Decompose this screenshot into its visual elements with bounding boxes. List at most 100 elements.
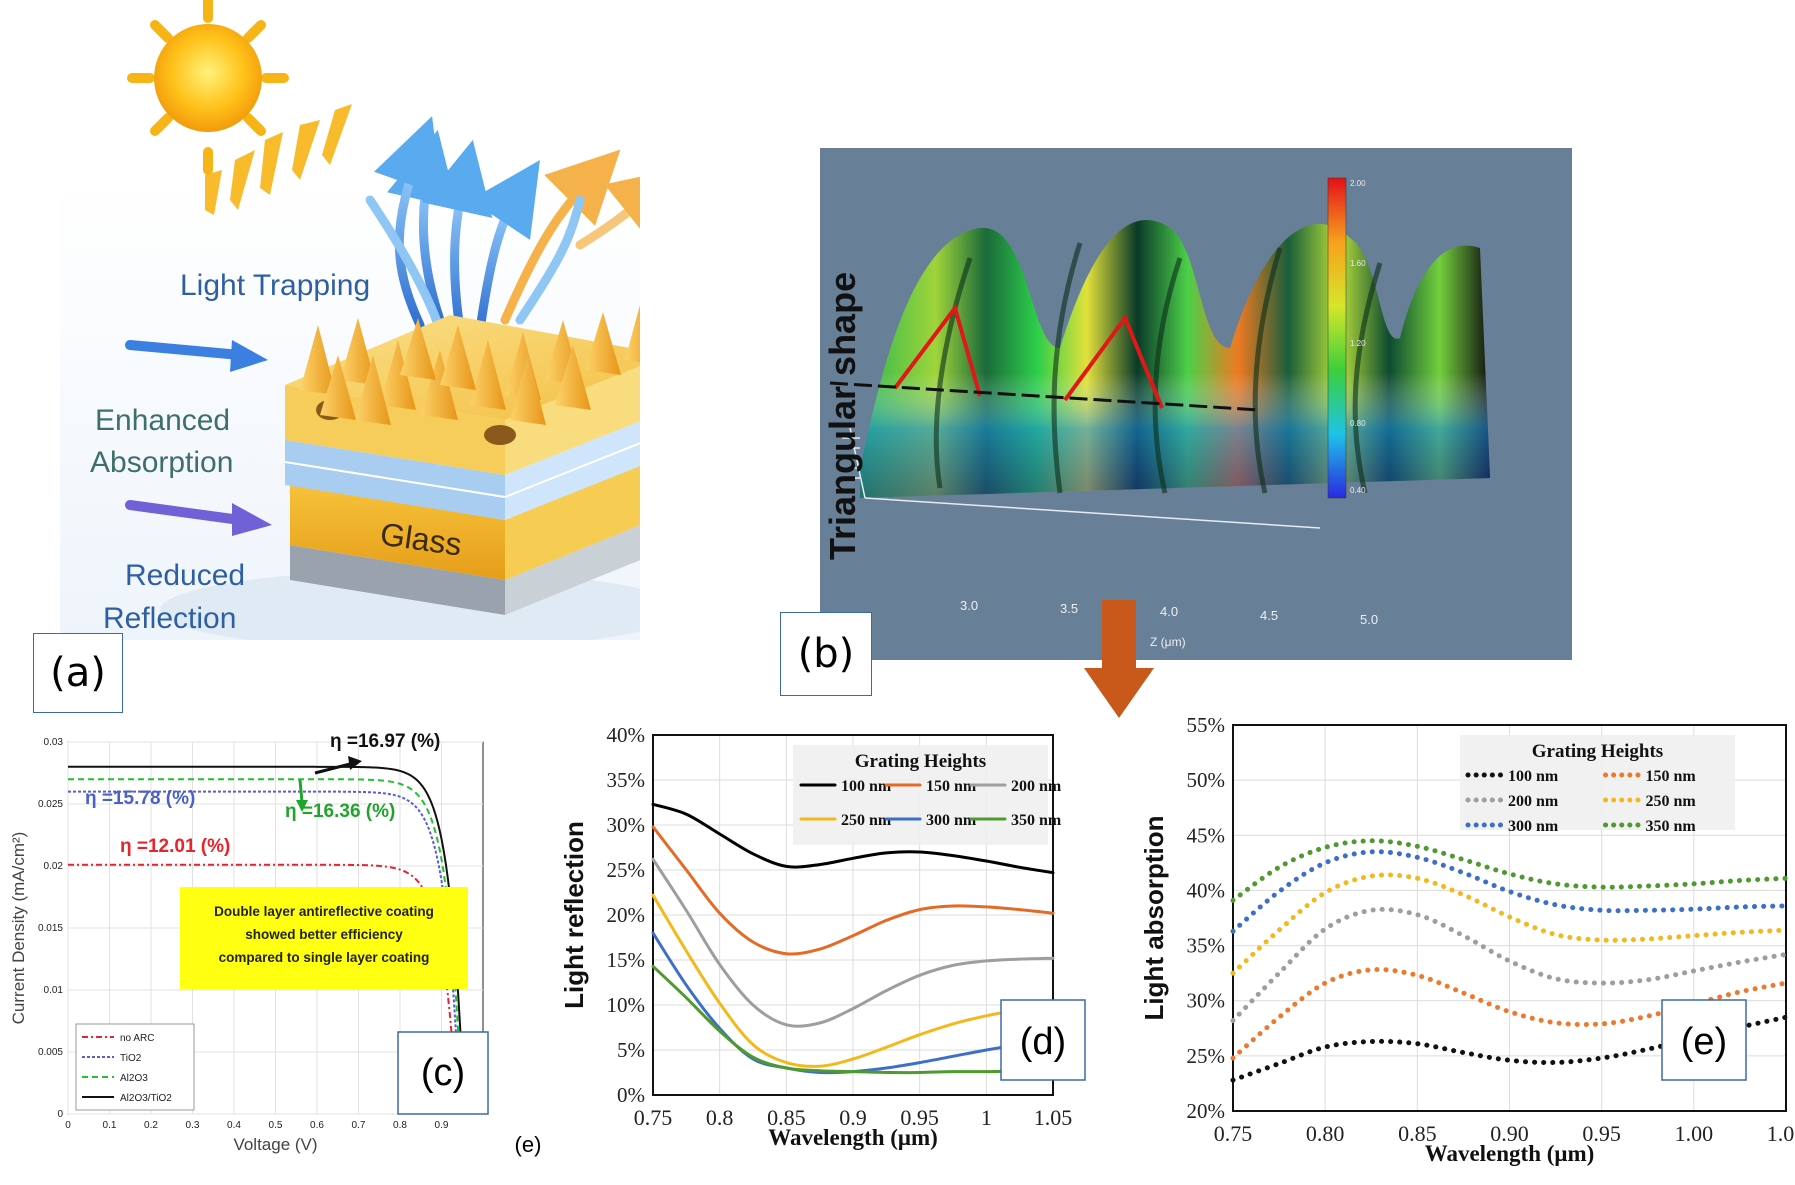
x-tick-label: 0.90 — [1490, 1121, 1529, 1146]
c-series-line — [68, 765, 466, 1115]
reflection-label: Reflection — [103, 602, 236, 635]
panel-tag-box — [1000, 999, 1086, 1081]
c-note-box — [180, 887, 468, 989]
legend-label: 350 nm — [1011, 812, 1062, 829]
c-x-tick-label: 0.3 — [186, 1120, 200, 1131]
legend-label: 250 nm — [1646, 793, 1697, 810]
c-extra-label: (e) — [515, 1132, 542, 1157]
c-x-tick-label: 0.4 — [227, 1120, 241, 1131]
y-tick-label: 45% — [1187, 823, 1226, 847]
series-line — [651, 802, 1055, 875]
y-tick-label: 30% — [1187, 989, 1226, 1013]
x-tick-label: 1.00 — [1675, 1121, 1714, 1146]
series-line — [651, 893, 1055, 1068]
c-y-tick-label: 0.02 — [44, 861, 64, 872]
c-efficiency-label: η =16.36 (%) — [285, 801, 395, 822]
panel-tag-box — [1661, 999, 1747, 1081]
reduced-label: Reduced — [125, 559, 245, 592]
x-tick-label: 0.80 — [1306, 1121, 1345, 1146]
legend-label: 100 nm — [1508, 768, 1559, 785]
c-note-line: compared to single layer coating — [219, 950, 430, 965]
panel-label: (d) — [1020, 1021, 1066, 1063]
y-tick-label: 20% — [1187, 1099, 1226, 1123]
c-y-tick-label: 0.03 — [44, 737, 64, 748]
legend-label: 200 nm — [1011, 778, 1062, 795]
c-y-axis-label: Current Density (mA/cm²) — [9, 832, 28, 1025]
c-note-line: showed better efficiency — [245, 927, 403, 942]
c-legend-label: no ARC — [120, 1033, 154, 1044]
panel-b-label: (b) — [780, 612, 872, 696]
c-x-tick-label: 0.6 — [310, 1120, 324, 1131]
c-legend-label: Al2O3 — [120, 1073, 148, 1084]
b-axis-tick-0: 3.0 — [960, 598, 978, 613]
c-y-tick-label: 0 — [57, 1109, 63, 1120]
panel-b: 2.00 1.60 1.20 0.80 0.40 3.0 3.5 4.0 4.5… — [820, 148, 1572, 660]
y-tick-label: 35% — [607, 768, 646, 792]
y-tick-label: 5% — [617, 1038, 645, 1062]
plot-frame — [1232, 724, 1787, 1112]
y-tick-label: 50% — [1187, 768, 1226, 792]
legend-box — [1460, 735, 1735, 830]
panel-a-illustration: Light Trapping Enhanced Absorption Glass… — [60, 0, 684, 650]
legend-label: 300 nm — [926, 812, 977, 829]
c-y-tick-label: 0.015 — [38, 923, 63, 934]
x-tick-label: 0.95 — [900, 1105, 939, 1130]
legend-label: 150 nm — [1646, 768, 1697, 785]
c-green-arrow — [298, 779, 304, 803]
series-line — [1230, 849, 1789, 934]
legend-label: 150 nm — [926, 778, 977, 795]
b-axis-tick-2: 4.0 — [1160, 604, 1178, 619]
series-line — [651, 857, 1055, 1028]
sun-icon — [127, 0, 289, 175]
c-x-tick-label: 0.8 — [393, 1120, 407, 1131]
enhanced-label: Enhanced — [95, 404, 230, 437]
c-efficiency-arrowhead — [348, 756, 362, 770]
b-axis-tick-1: 3.5 — [1060, 601, 1078, 616]
y-tick-label: 40% — [1187, 878, 1226, 902]
down-arrow-icon — [1084, 600, 1154, 718]
c-panel-tag-box — [397, 1031, 489, 1115]
c-x-tick-label: 0.9 — [435, 1120, 449, 1131]
colorbar-tick-2: 1.20 — [1350, 339, 1366, 348]
c-legend-label: Al2O3/TiO2 — [120, 1093, 172, 1104]
x-axis-label: Wavelength (μm) — [768, 1125, 938, 1150]
series-line — [651, 964, 1055, 1075]
c-x-tick-label: 0.5 — [269, 1120, 283, 1131]
x-tick-label: 0.75 — [634, 1105, 673, 1130]
series-line — [1230, 838, 1789, 903]
y-tick-label: 25% — [607, 858, 646, 882]
c-x-tick-label: 0.1 — [103, 1120, 117, 1131]
c-y-tick-label: 0.01 — [44, 985, 64, 996]
legend-title: Grating Heights — [855, 751, 986, 772]
c-efficiency-arrow — [314, 762, 351, 775]
y-tick-label: 40% — [607, 723, 646, 747]
plot-frame — [652, 734, 1054, 1096]
c-efficiency-label: η =12.01 (%) — [120, 836, 230, 857]
reflection-arrow-icon — [125, 500, 245, 525]
x-tick-label: 1.05 — [1767, 1121, 1795, 1146]
triangular-shape-title: Triangular shape — [822, 272, 863, 560]
y-tick-label: 55% — [1187, 713, 1226, 737]
c-green-arrowhead — [296, 800, 308, 812]
panel-b-surface-plot: 2.00 1.60 1.20 0.80 0.40 3.0 3.5 4.0 4.5… — [829, 177, 1490, 649]
y-axis-label: Light reflection — [559, 821, 589, 1009]
colorbar-tick-4: 0.40 — [1350, 486, 1366, 495]
c-y-tick-label: 0.025 — [38, 799, 63, 810]
c-x-tick-label: 0.7 — [352, 1120, 366, 1131]
x-axis-label: Wavelength (μm) — [1425, 1141, 1595, 1166]
panel-b-title-box: Triangular shape — [822, 272, 863, 560]
y-tick-label: 25% — [1187, 1044, 1226, 1068]
b-axis-tick-3: 4.5 — [1260, 608, 1278, 623]
legend-label: 100 nm — [841, 778, 892, 795]
legend-label: 350 nm — [1646, 818, 1697, 835]
y-tick-label: 30% — [607, 813, 646, 837]
b-axis-tick-4: 5.0 — [1360, 612, 1378, 627]
panel-label: (e) — [1681, 1021, 1727, 1063]
colorbar-tick-0: 2.00 — [1350, 179, 1366, 188]
light-trapping-rays-icon — [365, 116, 684, 335]
y-tick-label: 35% — [1187, 934, 1226, 958]
c-series-line — [68, 778, 464, 1115]
series-line — [651, 825, 1055, 956]
c-legend-label: TiO2 — [120, 1053, 142, 1064]
c-x-axis-label: Voltage (V) — [233, 1135, 317, 1154]
